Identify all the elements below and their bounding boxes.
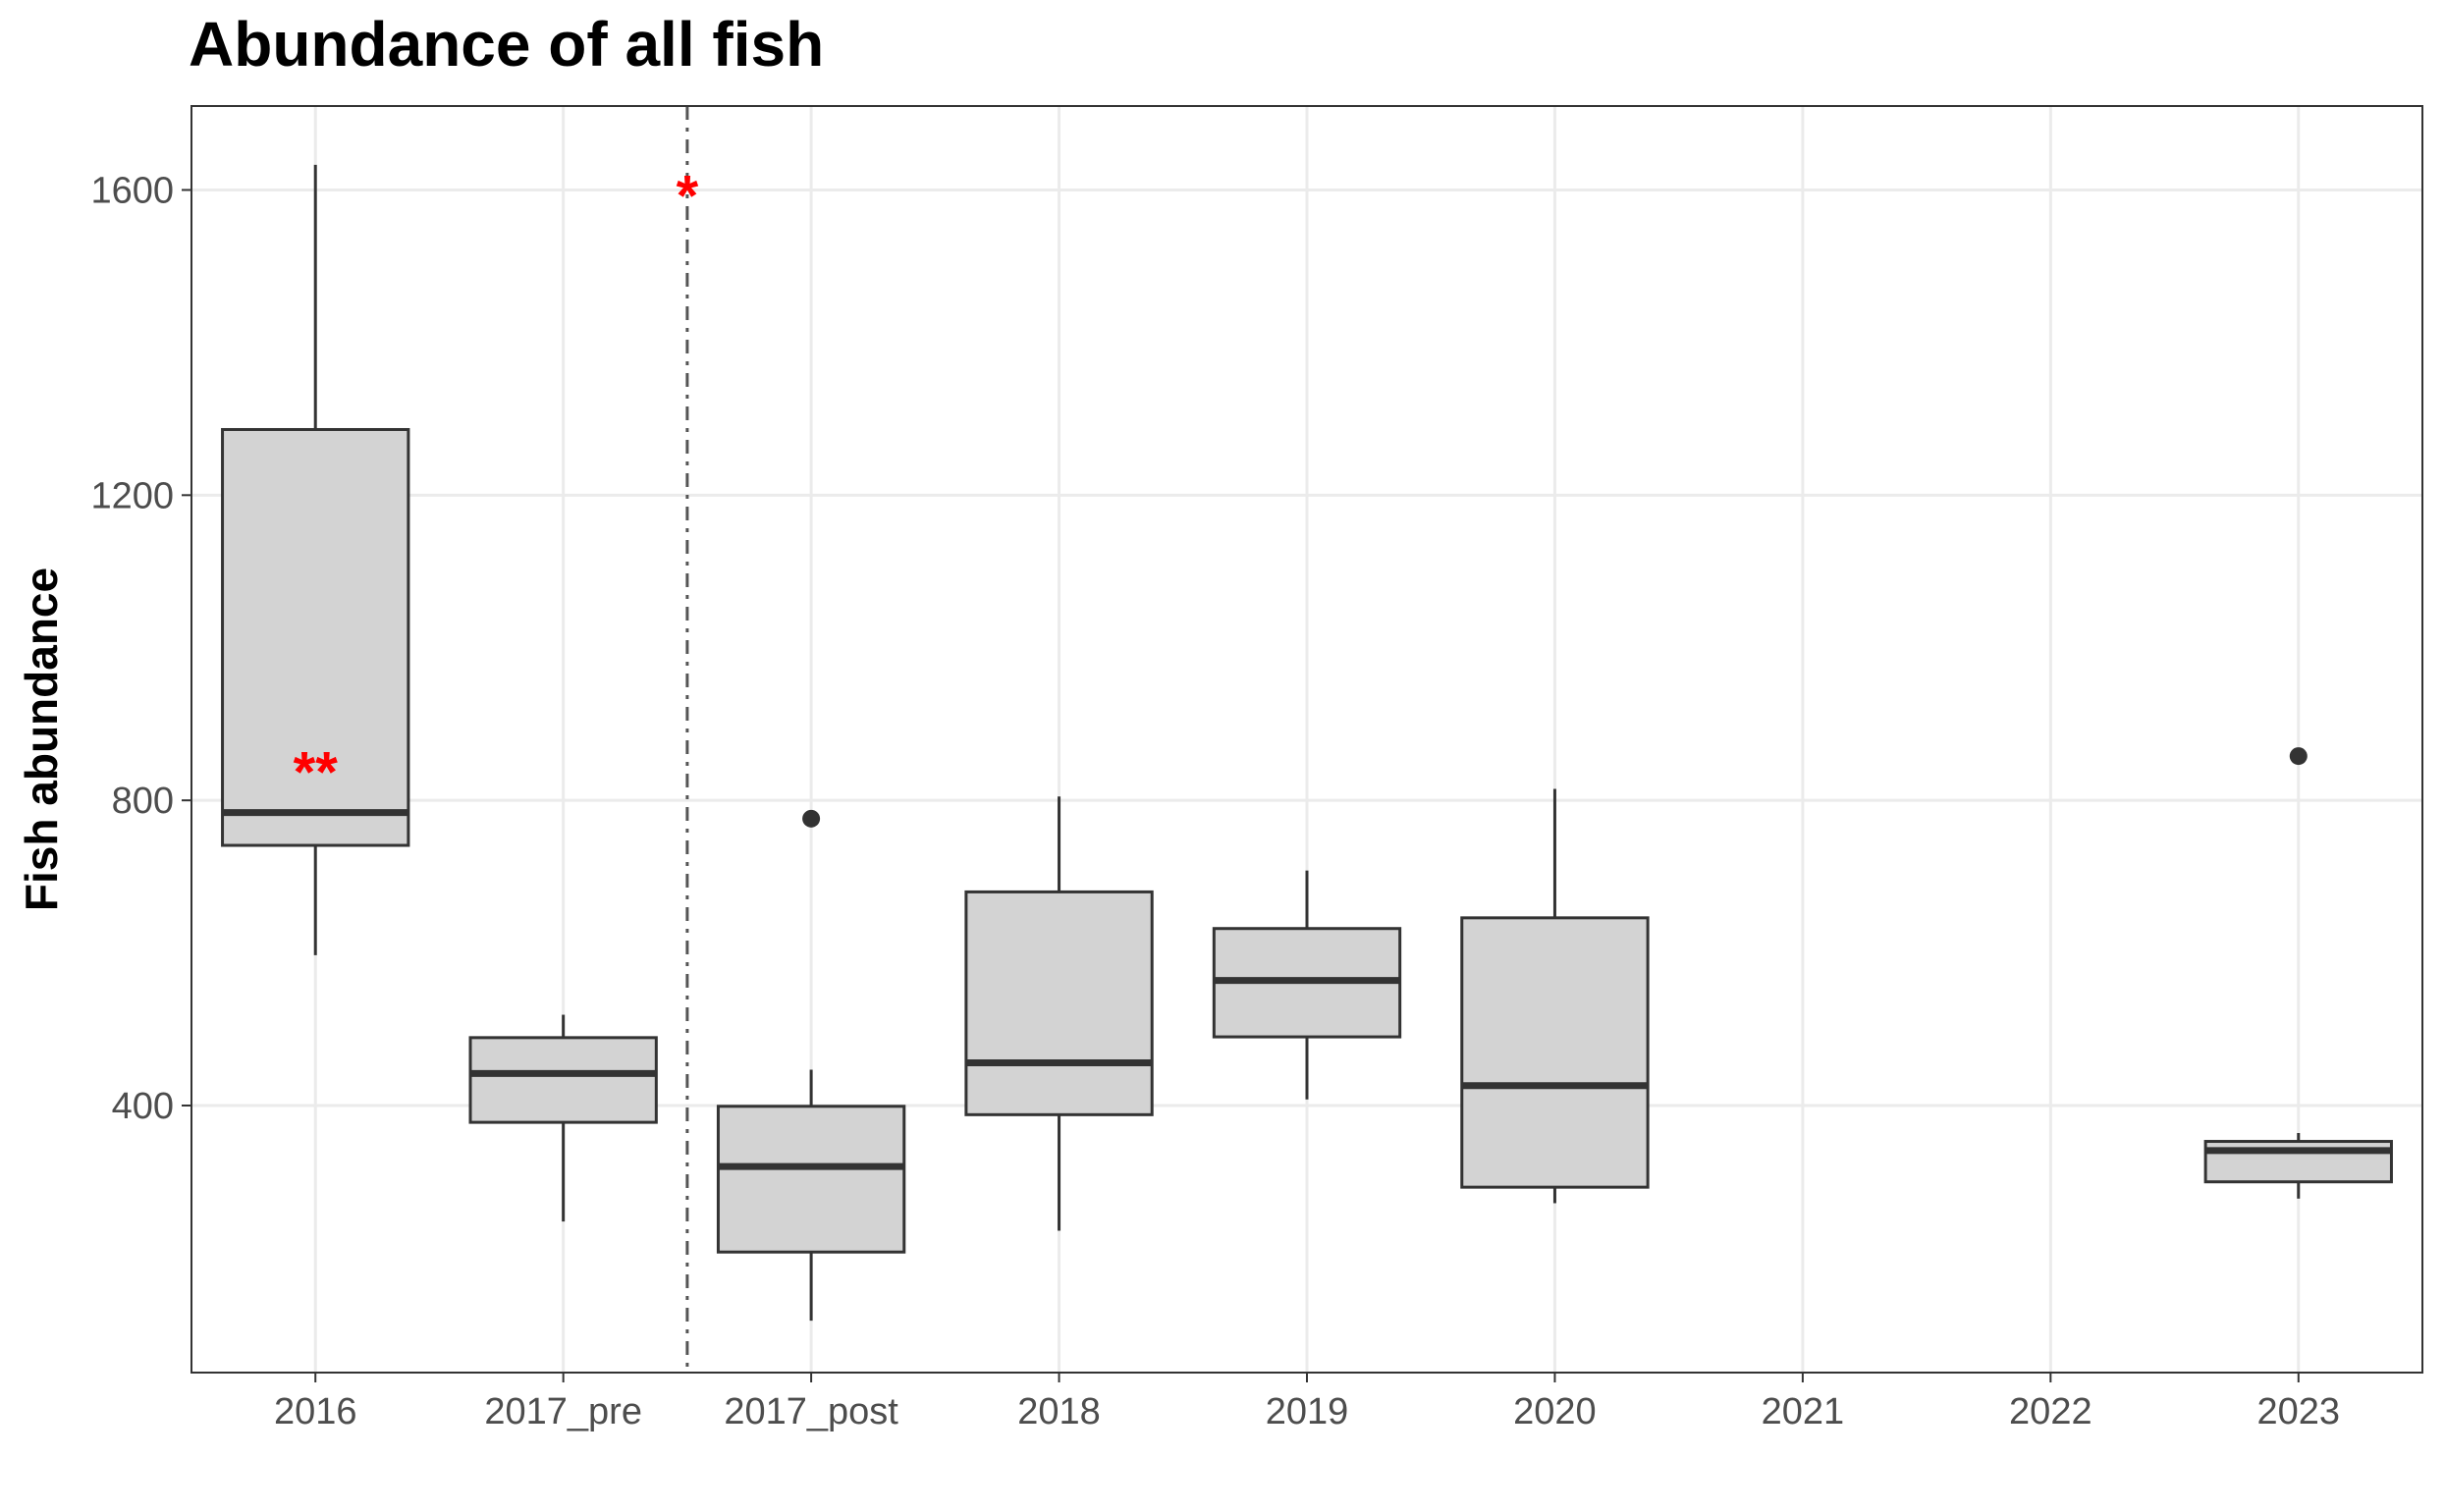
box-2023 bbox=[2203, 747, 2393, 1199]
grid-lines bbox=[191, 106, 2422, 1373]
box-2018 bbox=[964, 796, 1154, 1231]
chart-title: Abundance of all fish bbox=[189, 9, 825, 80]
y-axis-title: Fish abundance bbox=[16, 567, 67, 911]
x-tick-label: 2021 bbox=[1762, 1391, 1845, 1432]
significance-marker: * bbox=[677, 165, 699, 229]
box-body bbox=[964, 890, 1154, 1116]
y-tick-label: 1200 bbox=[90, 475, 174, 516]
y-tick-label: 400 bbox=[112, 1086, 174, 1127]
box-2020 bbox=[1460, 788, 1650, 1204]
boxes-group bbox=[221, 164, 2393, 1322]
box-body bbox=[221, 427, 410, 847]
box-body bbox=[1460, 916, 1650, 1189]
y-tick-label: 1600 bbox=[90, 170, 174, 211]
x-tick-label: 2017_post bbox=[724, 1391, 898, 1432]
x-tick-label: 2017_pre bbox=[484, 1391, 642, 1432]
x-tick-label: 2023 bbox=[2257, 1391, 2341, 1432]
x-tick-label: 2020 bbox=[1513, 1391, 1597, 1432]
box-body bbox=[716, 1105, 906, 1254]
box-2016 bbox=[221, 164, 410, 955]
x-tick-label: 2018 bbox=[1017, 1391, 1101, 1432]
y-axis: 400 800 1200 1600 bbox=[90, 170, 191, 1127]
x-tick-label: 2022 bbox=[2009, 1391, 2092, 1432]
box-2017_pre bbox=[468, 1014, 658, 1222]
outlier-point bbox=[2289, 747, 2308, 766]
box-body bbox=[468, 1036, 658, 1124]
outlier-point bbox=[802, 809, 821, 828]
annotations-group: *** bbox=[294, 165, 699, 805]
x-axis: 2016 2017_pre 2017_post 2018 2019 2020 2021 202… bbox=[274, 1373, 2340, 1432]
x-tick-label: 2016 bbox=[274, 1391, 357, 1432]
y-tick-label: 800 bbox=[112, 781, 174, 822]
significance-marker: ** bbox=[294, 740, 339, 804]
box-2019 bbox=[1212, 870, 1402, 1100]
x-tick-label: 2019 bbox=[1266, 1391, 1349, 1432]
box-2017_post bbox=[716, 809, 906, 1322]
